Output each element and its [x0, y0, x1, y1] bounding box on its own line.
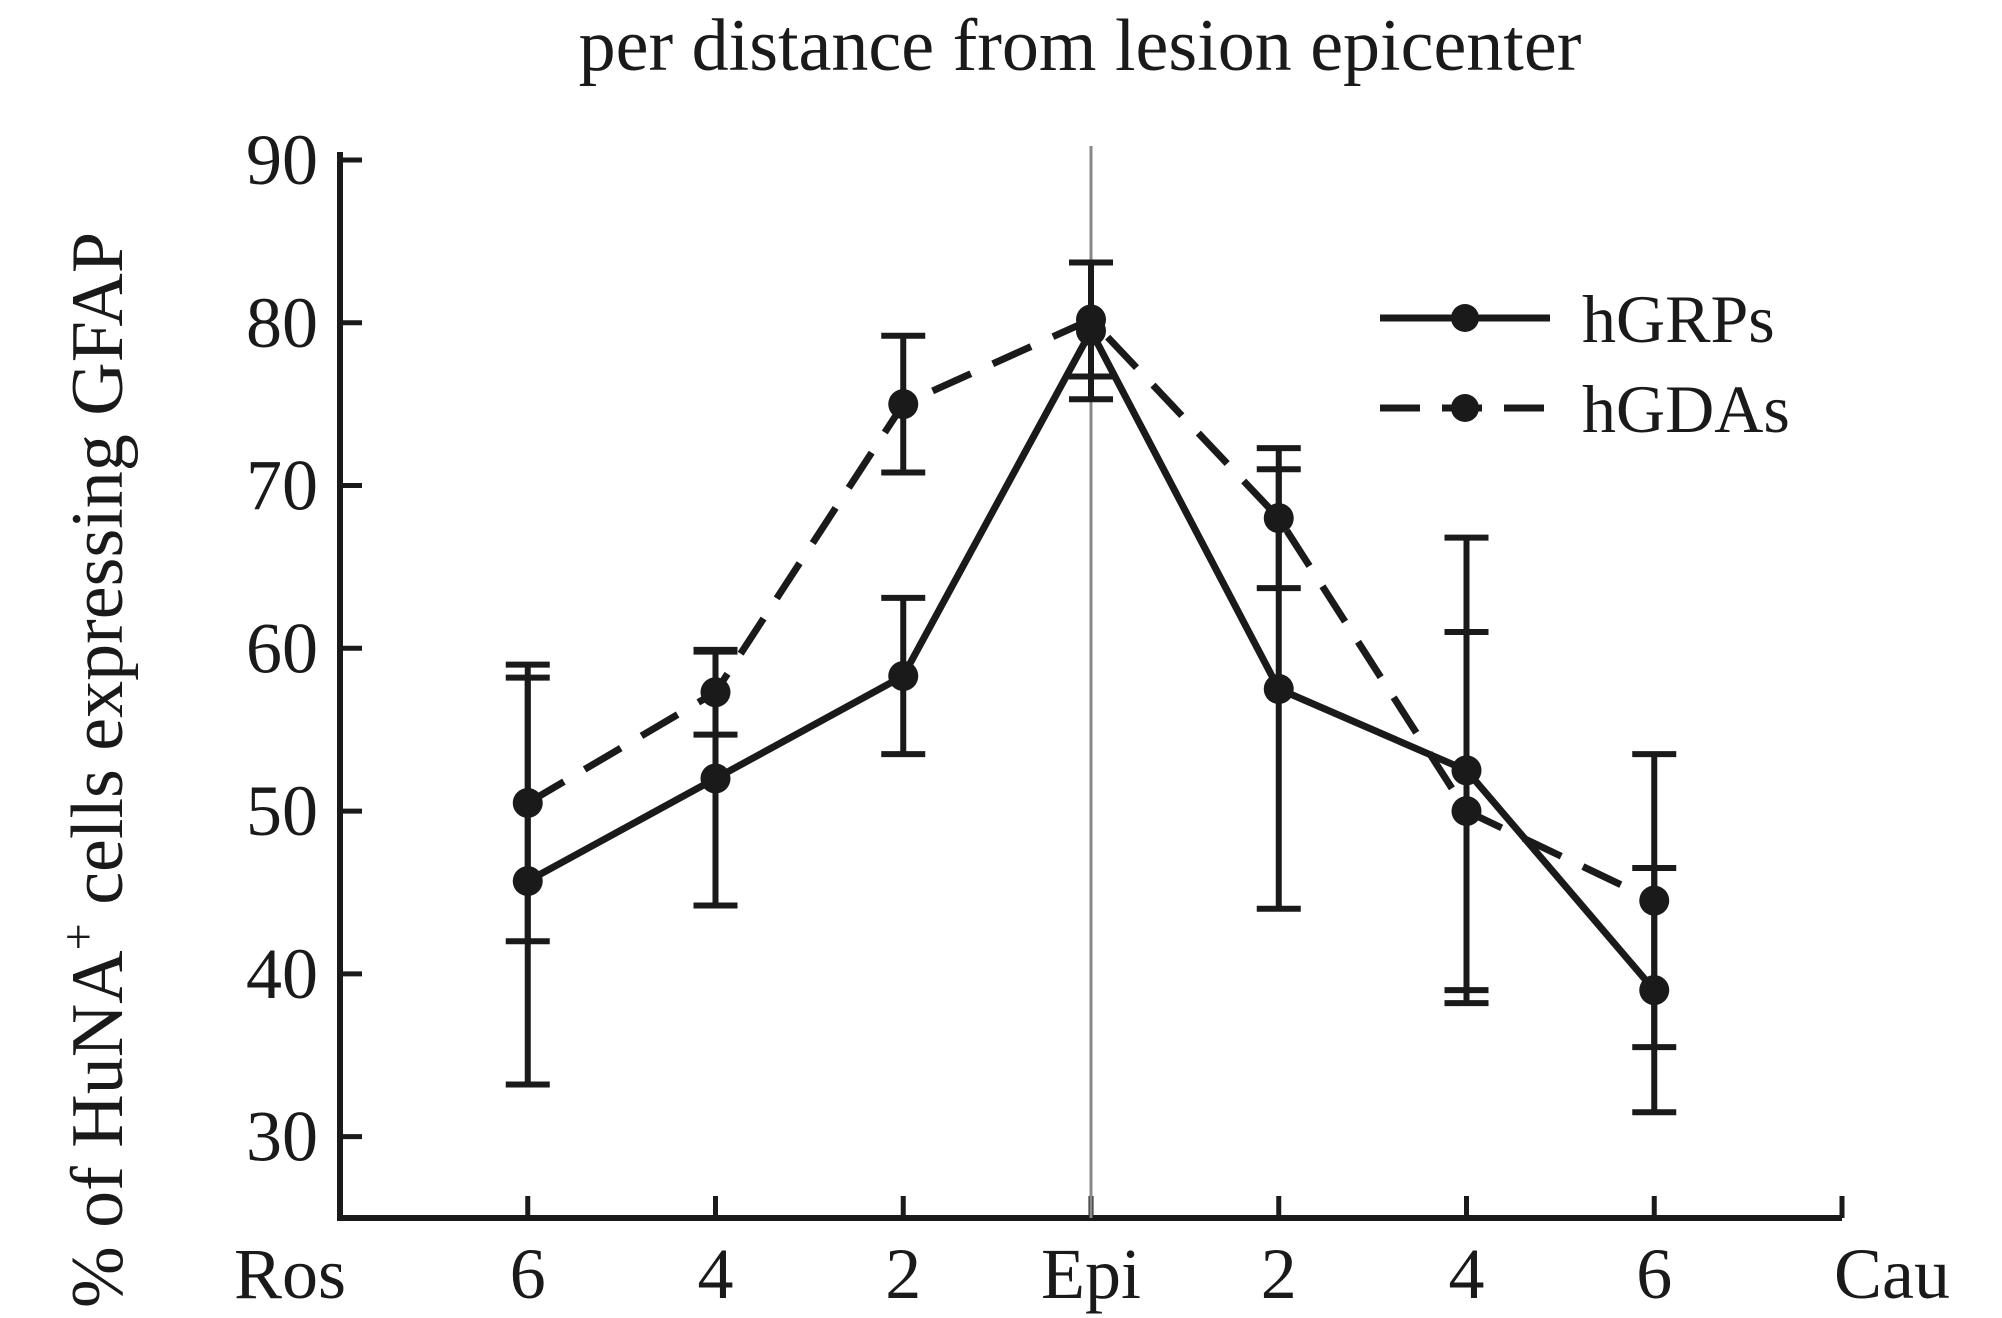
- data-point-hGDAs: [888, 389, 919, 420]
- y-tick-label: 70: [246, 446, 318, 526]
- y-axis-label: % of HuNA+ cells expressing GFAP: [52, 232, 139, 1308]
- data-point-hGDAs: [1076, 304, 1106, 335]
- x-end-label-left: Ros: [234, 1234, 346, 1314]
- y-tick-label: 40: [246, 934, 318, 1014]
- legend-label-hGRPs: hGRPs: [1582, 281, 1775, 357]
- legend-marker-hGRPs: [1451, 304, 1479, 332]
- x-tick-label: 6: [510, 1234, 546, 1314]
- y-axis-label-sup: +: [52, 923, 105, 950]
- x-tick-label: Epi: [1041, 1234, 1141, 1314]
- y-tick-label: 60: [246, 608, 318, 688]
- data-point-hGRPs: [1263, 674, 1294, 704]
- data-point-hGDAs: [1451, 796, 1482, 827]
- legend-marker-hGDAs: [1451, 394, 1479, 422]
- data-point-hGRPs: [700, 763, 731, 794]
- y-axis-label-pre: % of HuNA: [57, 950, 139, 1308]
- x-tick-label: 6: [1636, 1234, 1672, 1314]
- x-tick-label: 2: [885, 1234, 921, 1314]
- plot-area: 30 40 50 60 70 80 90 Ros Cau 6 4 2 Epi 2 4 6: [234, 120, 1950, 1314]
- y-tick-label: 30: [246, 1097, 318, 1177]
- data-point-hGDAs: [1639, 885, 1670, 916]
- y-tick-label: 80: [246, 283, 318, 363]
- x-tick-label: 4: [698, 1234, 734, 1314]
- y-tick-label: 50: [246, 771, 318, 851]
- data-point-hGDAs: [700, 677, 731, 708]
- data-point-hGRPs: [888, 660, 919, 691]
- legend: hGRPs hGDAs: [1380, 281, 1790, 447]
- data-point-hGDAs: [1263, 503, 1294, 534]
- x-end-label-right: Cau: [1834, 1234, 1950, 1314]
- y-tick-label: 90: [246, 120, 318, 200]
- chart-title: per distance from lesion epicenter: [579, 5, 1582, 87]
- legend-label-hGDAs: hGDAs: [1582, 371, 1790, 447]
- data-point-hGDAs: [512, 787, 543, 818]
- x-tick-label: 2: [1261, 1234, 1297, 1314]
- x-tick-label: 4: [1449, 1234, 1485, 1314]
- y-axis-label-post: cells expressing GFAP: [57, 232, 139, 923]
